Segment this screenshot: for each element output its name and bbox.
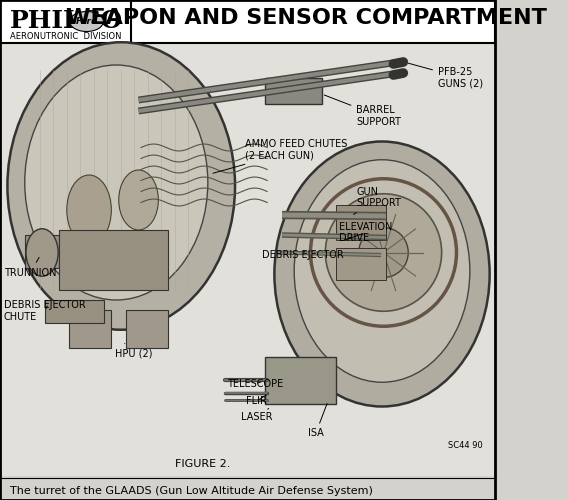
Text: ELEVATION
DRIVE: ELEVATION DRIVE — [339, 222, 392, 244]
Bar — [336, 205, 386, 240]
Ellipse shape — [25, 65, 208, 300]
Bar — [0, 42, 495, 476]
Text: PHILCO: PHILCO — [10, 9, 123, 33]
Ellipse shape — [359, 228, 408, 278]
Text: BARREL
SUPPORT: BARREL SUPPORT — [324, 95, 401, 127]
Text: The turret of the GLAADS (Gun Low Altitude Air Defense System): The turret of the GLAADS (Gun Low Altitu… — [10, 486, 373, 496]
Bar — [69, 310, 111, 348]
Ellipse shape — [119, 170, 158, 230]
Text: Ford: Ford — [76, 17, 98, 26]
Ellipse shape — [294, 160, 470, 382]
Bar — [265, 356, 336, 404]
Text: LASER: LASER — [241, 408, 273, 422]
Text: TRUNNION: TRUNNION — [4, 258, 56, 278]
Bar — [25, 235, 60, 268]
Bar — [265, 78, 321, 104]
Text: DEBRIS EJECTOR
CHUTE: DEBRIS EJECTOR CHUTE — [4, 300, 86, 322]
Bar — [336, 248, 386, 280]
Text: SC44 90: SC44 90 — [448, 442, 482, 450]
Text: AMMO FEED CHUTES
(2 EACH GUN): AMMO FEED CHUTES (2 EACH GUN) — [213, 139, 347, 173]
Bar — [60, 230, 168, 290]
Text: AERONUTRONIC  DIVISION: AERONUTRONIC DIVISION — [10, 32, 122, 41]
Ellipse shape — [325, 194, 442, 311]
Bar — [126, 310, 168, 348]
Bar — [0, 0, 495, 42]
Text: PFB-25
GUNS (2): PFB-25 GUNS (2) — [408, 63, 483, 88]
Ellipse shape — [274, 142, 490, 406]
Text: DEBRIS EJECTOR: DEBRIS EJECTOR — [262, 250, 344, 260]
Text: GUN
SUPPORT: GUN SUPPORT — [354, 186, 401, 214]
Text: FLIR: FLIR — [247, 395, 268, 406]
Text: WEAPON AND SENSOR COMPARTMENT: WEAPON AND SENSOR COMPARTMENT — [66, 8, 547, 28]
Ellipse shape — [70, 12, 103, 32]
Text: HPU (2): HPU (2) — [115, 344, 152, 358]
Bar — [44, 300, 104, 322]
Text: ISA: ISA — [308, 404, 327, 438]
Ellipse shape — [26, 229, 58, 276]
Ellipse shape — [7, 42, 235, 330]
Text: FIGURE 2.: FIGURE 2. — [175, 459, 231, 469]
Text: TELESCOPE: TELESCOPE — [227, 379, 283, 389]
Ellipse shape — [67, 175, 111, 245]
